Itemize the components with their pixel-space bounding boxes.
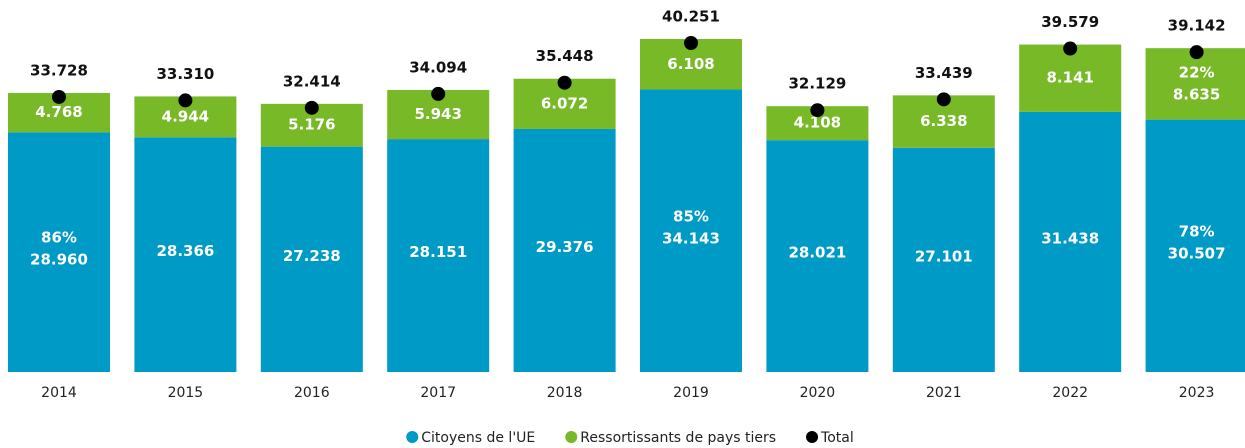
value-label: 34.143 [662, 229, 720, 247]
value-label: 8.635 [1173, 85, 1220, 103]
x-tick-label: 2023 [1179, 385, 1215, 401]
value-label: 8.141 [1046, 69, 1093, 87]
x-tick-label: 2017 [420, 385, 456, 401]
x-tick-label: 2014 [41, 385, 77, 401]
value-label: 31.438 [1041, 229, 1099, 247]
value-label: 6.108 [667, 55, 714, 73]
total-label: 33.310 [156, 65, 214, 83]
bar-segment [766, 140, 869, 372]
value-label: 28.960 [30, 251, 88, 269]
total-dot [810, 103, 825, 118]
legend-label: Ressortissants de pays tiers [580, 430, 776, 446]
bar-segment [387, 139, 490, 372]
value-label: 6.072 [541, 94, 588, 112]
bar-segment [1145, 48, 1245, 120]
legend-label: Total [820, 430, 854, 446]
value-label: 6.338 [920, 112, 967, 130]
total-label: 33.728 [30, 61, 88, 79]
bar-segment [892, 147, 995, 372]
total-dot [557, 75, 572, 90]
value-label: 27.238 [283, 247, 341, 265]
x-tick-label: 2020 [800, 385, 836, 401]
total-dot [304, 100, 319, 115]
bar-segment [513, 128, 616, 372]
percent-label: 22% [1179, 63, 1215, 81]
value-label: 28.021 [788, 244, 846, 262]
bar-segment [8, 132, 110, 372]
total-dot [936, 92, 951, 107]
value-label: 4.768 [35, 103, 82, 121]
total-dot [684, 36, 698, 50]
value-label: 30.507 [1168, 244, 1226, 262]
x-tick-label: 2021 [926, 385, 962, 401]
value-label: 4.944 [162, 107, 209, 125]
x-tick-label: 2015 [168, 385, 204, 401]
percent-label: 78% [1179, 222, 1215, 240]
bar-segment [1145, 119, 1245, 373]
percent-label: 85% [673, 207, 709, 225]
bar-segment [134, 137, 237, 372]
value-label: 27.101 [915, 247, 973, 265]
total-label: 39.142 [1168, 17, 1226, 35]
total-label: 32.414 [283, 72, 341, 90]
total-label: 39.579 [1041, 13, 1099, 31]
value-label: 28.151 [409, 243, 467, 261]
legend-label: Citoyens de l'UE [421, 430, 535, 446]
x-tick-label: 2019 [673, 385, 709, 401]
total-dot [431, 86, 446, 101]
percent-label: 86% [41, 229, 77, 247]
value-label: 4.108 [794, 114, 841, 132]
x-tick-label: 2022 [1052, 385, 1088, 401]
total-label: 34.094 [409, 58, 467, 76]
total-label: 32.129 [788, 75, 846, 93]
bar-segment [1019, 44, 1122, 112]
x-tick-label: 2018 [547, 385, 583, 401]
legend-marker [806, 431, 819, 443]
legend-marker [406, 431, 419, 443]
total-label: 35.448 [536, 47, 594, 65]
total-dot [1063, 41, 1078, 56]
total-dot [52, 89, 66, 104]
total-label: 40.251 [662, 8, 720, 26]
value-label: 28.366 [156, 242, 214, 260]
value-label: 29.376 [536, 238, 594, 256]
bar-segment [640, 89, 742, 372]
legend-marker [565, 431, 578, 443]
x-tick-label: 2016 [294, 385, 330, 401]
bar-segment [1019, 111, 1122, 373]
bar-segment [260, 146, 363, 372]
value-label: 5.943 [414, 105, 461, 123]
value-label: 5.176 [288, 116, 335, 134]
total-dot [178, 93, 193, 108]
total-dot [1189, 45, 1204, 60]
total-label: 33.439 [915, 64, 973, 82]
